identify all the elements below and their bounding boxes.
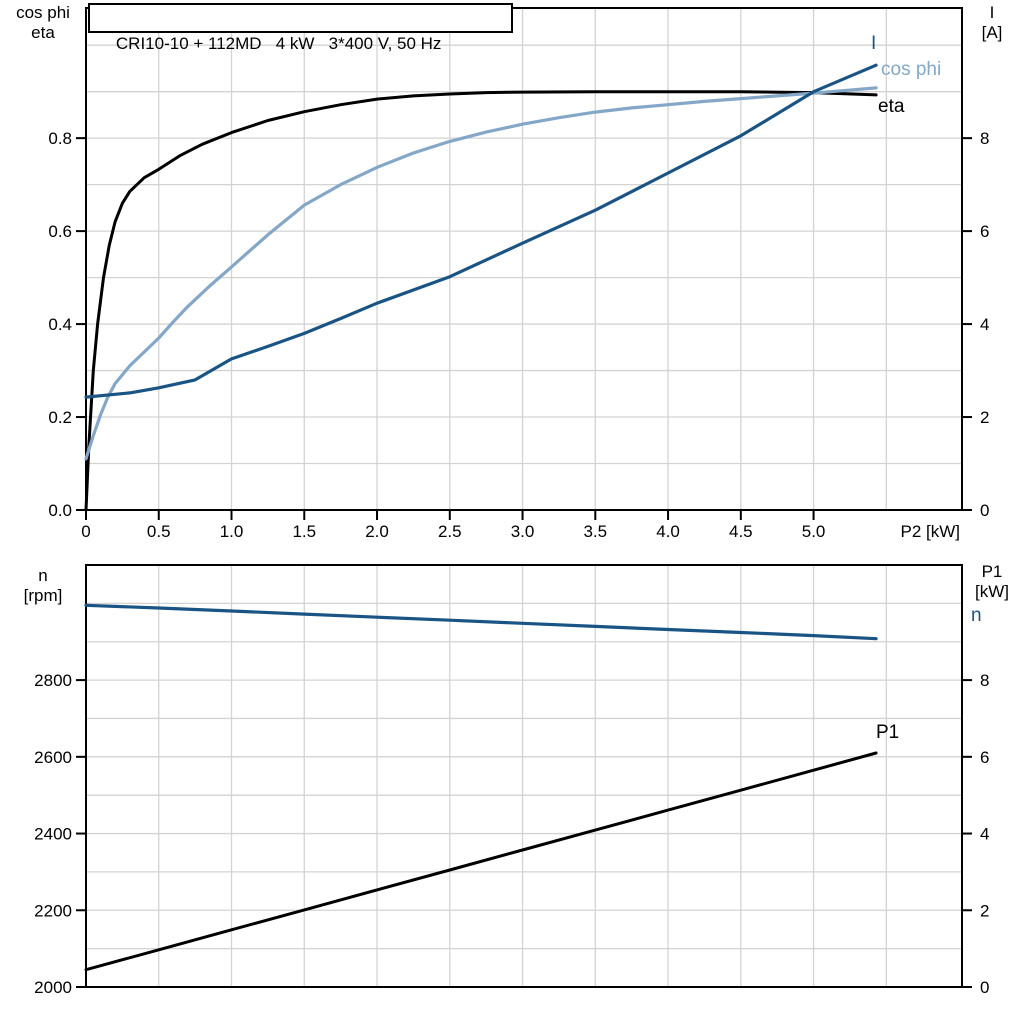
bottom-right-axis-title: P1 [kW] <box>962 562 1022 602</box>
right-tick-label: 2 <box>980 408 989 427</box>
plot-border <box>85 7 963 511</box>
top-right-axis-title: I [A] <box>964 3 1020 43</box>
left-tick-label: 2000 <box>34 978 72 997</box>
x-tick-label: 1.5 <box>292 522 316 541</box>
right-tick-label: 6 <box>980 222 989 241</box>
x-tick-label: 3.0 <box>511 522 535 541</box>
axis-title-eta: eta <box>31 23 55 42</box>
top-left-axis-title: cos phi eta <box>4 3 82 43</box>
motor-electrical-curves-plot: 0.0 0.2 0.4 0.6 0.8 0 2 4 6 8 0 0.5 1.0 1.5 2.0 2.5 3.0 3… <box>48 7 989 541</box>
x-tick-label: 5.0 <box>802 522 826 541</box>
curve-label-current: I <box>871 33 877 54</box>
right-tick-label: 2 <box>980 901 989 920</box>
left-tick-label: 2400 <box>34 825 72 844</box>
curve-label-speed: n <box>971 605 982 626</box>
right-tick-label: 0 <box>980 501 989 520</box>
axis-title-speed: n <box>38 566 48 585</box>
right-tick-label: 0 <box>980 978 989 997</box>
right-tick-label: 8 <box>980 671 989 690</box>
axis-title-input-power: P1 <box>981 562 1003 581</box>
curve-n <box>84 603 878 641</box>
x-axis-label: P2 [kW] <box>900 522 960 541</box>
left-tick-label: 2200 <box>34 901 72 920</box>
curve-label-eta: eta <box>878 96 905 117</box>
right-tick-label: 8 <box>980 129 989 148</box>
curve-label-input-power: P1 <box>876 722 900 743</box>
axis-title-input-power-unit: [kW] <box>975 582 1009 601</box>
chart-title: CRI10-10 + 112MD 4 kW 3*400 V, 50 Hz <box>115 34 442 53</box>
axis-title-speed-unit: [rpm] <box>23 586 63 605</box>
x-tick-label: 4.5 <box>729 522 753 541</box>
right-tick-label: 4 <box>980 825 989 844</box>
x-tick-label: 3.5 <box>583 522 607 541</box>
x-tick-label: 1.0 <box>220 522 244 541</box>
axis-title-current-unit: [A] <box>981 23 1003 42</box>
x-tick-label: 0.5 <box>147 522 171 541</box>
x-tick-label: 4.0 <box>656 522 680 541</box>
curve-P1 <box>84 751 878 972</box>
bottom-left-axis-title: n [rpm] <box>4 566 82 606</box>
x-tick-label: 2.0 <box>365 522 389 541</box>
left-tick-label: 0.0 <box>48 501 72 520</box>
axis-title-cos-phi: cos phi <box>16 3 70 22</box>
left-tick-label: 0.2 <box>48 408 72 427</box>
x-tick-label: 2.5 <box>438 522 462 541</box>
left-tick-label: 2600 <box>34 748 72 767</box>
left-tick-label: 0.4 <box>48 315 72 334</box>
speed-power-curves-plot: 2000 2200 2400 2600 2800 0 2 4 6 8 <box>34 564 989 997</box>
left-tick-label: 0.6 <box>48 222 72 241</box>
left-tick-label: 2800 <box>34 671 72 690</box>
chart-title-box: CRI10-10 + 112MD 4 kW 3*400 V, 50 Hz <box>88 3 513 53</box>
left-tick-label: 0.8 <box>48 129 72 148</box>
axis-title-current: I <box>989 3 995 22</box>
plot-border <box>85 564 963 988</box>
curve-eta <box>84 90 878 512</box>
x-tick-label: 0 <box>81 522 90 541</box>
curve-I <box>84 63 878 399</box>
curve-cos-phi <box>84 86 878 461</box>
right-tick-label: 6 <box>980 748 989 767</box>
curve-label-cos-phi: cos phi <box>881 59 942 80</box>
right-tick-label: 4 <box>980 315 989 334</box>
